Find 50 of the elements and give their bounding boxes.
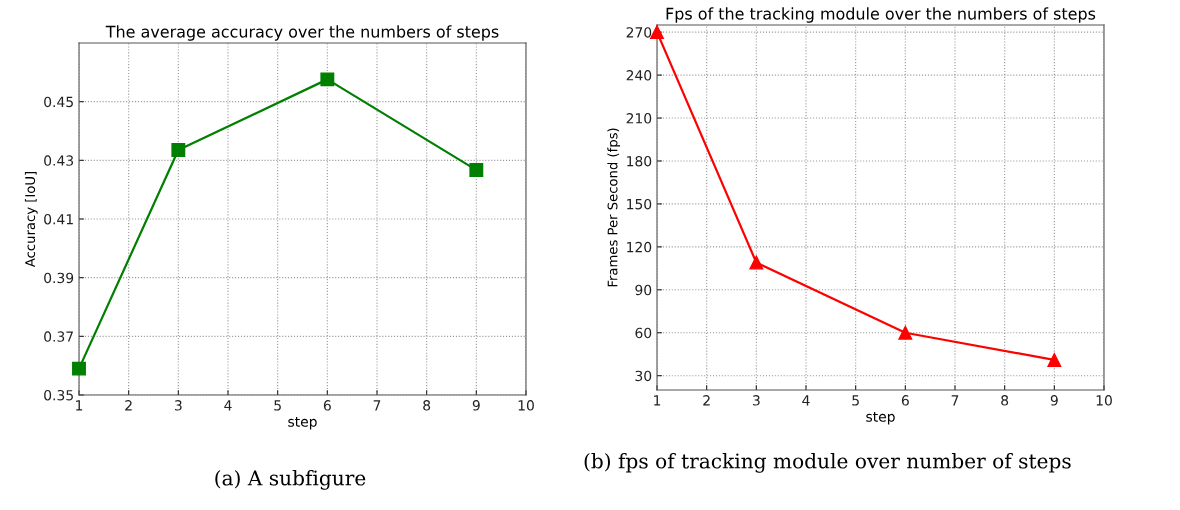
x-axis-title: step xyxy=(866,411,895,425)
x-tick-label: 2 xyxy=(125,400,132,411)
point xyxy=(171,143,186,158)
y-tick-label: 0.37 xyxy=(44,331,73,342)
y-tick-label: 0.39 xyxy=(44,272,74,284)
x-tick-label: 9 xyxy=(1050,395,1058,406)
x-tick-label: 3 xyxy=(752,395,760,406)
x-tick-label: 10 xyxy=(518,400,534,411)
x-tick-label: 10 xyxy=(1096,395,1112,406)
x-tick-label: 3 xyxy=(174,400,182,411)
y-tick-label: 120 xyxy=(627,241,652,253)
point xyxy=(320,72,335,87)
x-tick-label: 5 xyxy=(852,395,859,406)
y-tick-label: 150 xyxy=(627,198,652,210)
y-tick-label: 60 xyxy=(635,327,652,339)
point xyxy=(749,255,764,270)
point xyxy=(1047,352,1062,367)
y-tick-label: 0.41 xyxy=(44,213,73,225)
x-tick-label: 1 xyxy=(654,395,661,406)
y-tick-label: 0.45 xyxy=(44,96,73,108)
y-axis-title: Frames Per Second (fps) xyxy=(607,128,621,287)
x-tick-label: 9 xyxy=(472,400,480,411)
x-tick-label: 7 xyxy=(951,395,959,406)
chart-title: The average accuracy over the numbers of steps xyxy=(105,25,499,41)
x-tick-label: 1 xyxy=(76,400,83,411)
y-tick-label: 270 xyxy=(626,27,652,38)
x-tick-label: 2 xyxy=(703,395,710,406)
y-tick-label: 90 xyxy=(635,284,652,296)
x-tick-label: 6 xyxy=(901,395,909,406)
x-tick-label: 6 xyxy=(323,400,331,411)
y-tick-label: 240 xyxy=(626,70,652,81)
y-tick-label: 180 xyxy=(627,155,652,167)
y-tick-label: 0.43 xyxy=(44,155,74,166)
text: (b) fps of tracking module over number of steps xyxy=(584,453,1071,473)
x-tick-label: 8 xyxy=(1001,395,1009,406)
x-tick-label: 4 xyxy=(802,395,810,406)
x-tick-label: 5 xyxy=(274,400,281,411)
x-tick-label: 8 xyxy=(423,400,431,411)
x-tick-label: 4 xyxy=(224,400,232,411)
y-axis-title: Accuracy [IoU] xyxy=(24,171,38,268)
point xyxy=(469,163,484,177)
y-tick-label: 0.35 xyxy=(44,389,73,401)
point xyxy=(898,325,913,340)
x-tick-label: 7 xyxy=(373,400,381,411)
point xyxy=(72,361,86,376)
y-tick-label: 210 xyxy=(626,113,652,124)
chart-title: Fps of the tracking module over the numbers of steps xyxy=(666,7,1096,23)
x-axis-title: step xyxy=(288,416,317,430)
y-tick-label: 30 xyxy=(635,370,652,382)
text: (a) A subfigure xyxy=(215,470,366,490)
